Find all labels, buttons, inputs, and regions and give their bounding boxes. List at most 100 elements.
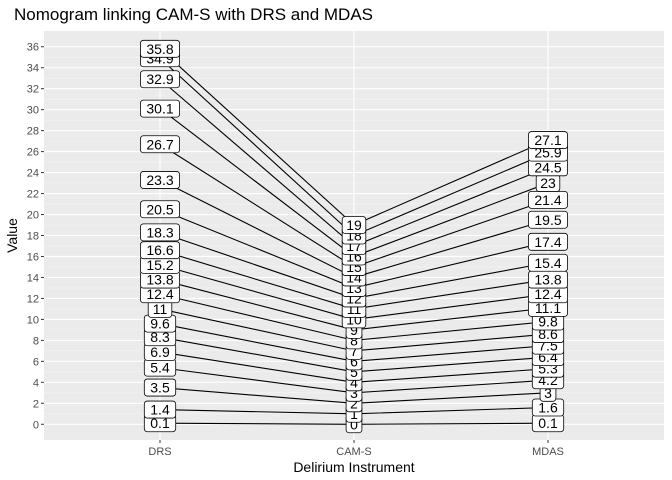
- y-tick-label: 14: [27, 272, 39, 284]
- data-label: 20.5: [139, 200, 180, 219]
- data-label: 26.7: [139, 135, 180, 154]
- data-label-text: 23.3: [146, 172, 173, 188]
- data-label-box: [528, 253, 569, 272]
- data-label-text: 6.9: [150, 344, 170, 360]
- data-label: 15.2: [139, 255, 180, 274]
- data-label-text: 3: [544, 385, 552, 401]
- data-label-text: 21.4: [534, 192, 561, 208]
- data-label-box: [139, 70, 180, 89]
- data-label: 11: [147, 300, 173, 318]
- data-label-text: 13.8: [534, 272, 561, 288]
- data-label-text: 30.1: [146, 101, 173, 117]
- data-label-box: [139, 99, 180, 118]
- data-label-text: 2: [350, 395, 358, 411]
- data-label-text: 1.6: [538, 399, 558, 415]
- data-label-text: 5.4: [150, 360, 170, 376]
- data-label-text: 0: [350, 416, 358, 432]
- data-label: 3.5: [143, 378, 177, 397]
- y-tick-label: 20: [27, 210, 39, 222]
- data-label-text: 12.4: [534, 286, 561, 302]
- chart-title: Nomogram linking CAM-S with DRS and MDAS: [14, 5, 373, 24]
- data-label: 19.5: [528, 210, 569, 229]
- y-tick-label: 0: [33, 419, 39, 431]
- x-tick-label: CAM-S: [336, 446, 371, 458]
- y-tick-label: 28: [27, 126, 39, 138]
- data-label-text: 17.4: [534, 234, 561, 250]
- data-label: 13.8: [528, 270, 569, 289]
- y-tick-label: 6: [33, 356, 39, 368]
- data-label-text: 15.2: [146, 257, 173, 273]
- y-tick-label: 34: [27, 63, 39, 75]
- x-tick-label: MDAS: [532, 446, 564, 458]
- data-label-text: 16.6: [146, 242, 173, 258]
- data-label-text: 19: [346, 217, 362, 233]
- data-label: 17.4: [528, 232, 569, 251]
- data-label: 35.8: [139, 39, 180, 58]
- data-label-box: [139, 39, 180, 58]
- data-label: 21.4: [528, 190, 569, 209]
- y-tick-label: 32: [27, 84, 39, 96]
- data-label-text: 3: [350, 385, 358, 401]
- data-label-box: [139, 241, 180, 260]
- data-label: 16.6: [139, 241, 180, 260]
- data-label-text: 23: [540, 175, 556, 191]
- data-label-text: 26.7: [146, 136, 173, 152]
- data-label: 5.4: [143, 358, 177, 377]
- data-label: 18.3: [139, 223, 180, 242]
- data-label: 13.8: [139, 270, 180, 289]
- data-label: 12.4: [139, 285, 180, 304]
- data-label-box: [528, 210, 569, 229]
- y-tick-label: 30: [27, 105, 39, 117]
- data-label: 0.1: [531, 414, 565, 433]
- data-label-text: 32.9: [146, 71, 173, 87]
- data-label-text: 0.1: [538, 415, 558, 431]
- data-label-text: 9.8: [538, 313, 558, 329]
- data-label-box: [143, 400, 177, 419]
- data-label-box: [139, 135, 180, 154]
- y-tick-label: 36: [27, 42, 39, 54]
- data-label-text: 1: [350, 406, 358, 422]
- data-label-box: [528, 131, 569, 149]
- data-label: 24.5: [528, 158, 569, 177]
- data-label: 19: [341, 216, 367, 234]
- data-labels: 0.1 0 0.11.4 1 1.63.5235.434.26.945.38.356.4…: [139, 39, 569, 434]
- data-label-box: [139, 200, 180, 219]
- data-label-text: 3.5: [150, 380, 170, 396]
- data-label-text: 15.4: [534, 255, 561, 271]
- data-label-box: [528, 232, 569, 251]
- y-tick-label: 18: [27, 231, 39, 243]
- data-label-text: 11.1: [535, 300, 561, 316]
- data-label: 1.6: [531, 398, 565, 417]
- data-label: 9.6: [143, 314, 177, 333]
- data-label: 32.9: [139, 70, 180, 89]
- data-label: 30.1: [139, 99, 180, 118]
- y-tick-label: 2: [33, 398, 39, 410]
- data-label-text: 8: [350, 332, 358, 348]
- data-label: 9.8: [531, 312, 565, 331]
- data-label-text: 7: [350, 343, 358, 359]
- x-tick-label: DRS: [148, 446, 171, 458]
- y-tick-label: 4: [33, 377, 39, 389]
- data-label-text: 9: [350, 322, 358, 338]
- data-label-text: 24.5: [534, 159, 561, 175]
- data-label-text: 8.3: [150, 329, 170, 345]
- data-label-box: [139, 223, 180, 242]
- y-tick-label: 22: [27, 189, 39, 201]
- x-axis-title: Delirium Instrument: [293, 459, 414, 475]
- data-label: 27.1: [528, 131, 569, 149]
- y-tick-label: 8: [33, 335, 39, 347]
- data-label-text: 4: [350, 374, 358, 390]
- y-tick-label: 16: [27, 251, 39, 263]
- y-tick-label: 26: [27, 147, 39, 159]
- data-label: 1.4: [143, 400, 177, 419]
- data-label: 8.3: [143, 328, 177, 347]
- data-label-text: 35.8: [146, 41, 173, 57]
- data-label-text: 18.3: [146, 224, 173, 240]
- y-tick-label: 12: [27, 293, 39, 305]
- data-label-text: 13.8: [146, 272, 173, 288]
- data-label-text: 5: [350, 364, 358, 380]
- data-label: 23: [535, 174, 561, 192]
- data-label-box: [143, 378, 177, 397]
